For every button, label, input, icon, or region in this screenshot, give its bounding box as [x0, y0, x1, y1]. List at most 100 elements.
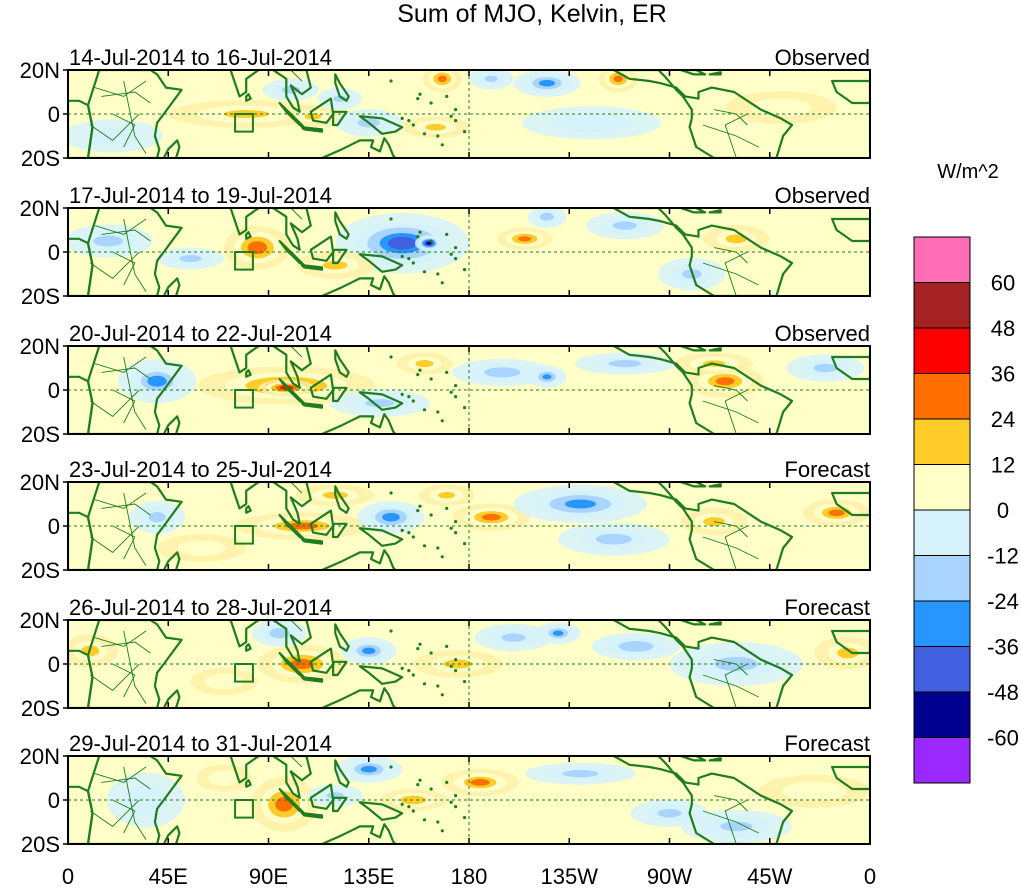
- coastline: [162, 689, 181, 708]
- island: [462, 130, 467, 134]
- panel-field: [68, 70, 870, 158]
- coastline: [300, 126, 324, 133]
- island: [422, 270, 427, 274]
- panel-kind: Observed: [775, 183, 870, 208]
- panel-4: 20N 0 20S 23-Jul-2014 to 25-Jul-2014 Forecas…: [20, 457, 871, 583]
- anomaly-band: [542, 374, 552, 380]
- country-border: [90, 799, 140, 827]
- positive-anomaly: [157, 534, 247, 562]
- coastline: [612, 482, 794, 570]
- island: [389, 629, 393, 633]
- anomaly-band: [828, 509, 845, 517]
- island: [418, 504, 422, 508]
- coastline: [229, 620, 261, 648]
- island: [389, 765, 393, 769]
- x-tick-label: 0: [62, 864, 74, 889]
- positive-anomaly: [814, 636, 870, 670]
- country-border: [123, 766, 147, 840]
- country-border: [101, 641, 151, 654]
- island: [436, 410, 440, 414]
- coastline: [309, 509, 335, 536]
- colorbar-label: -36: [987, 635, 1019, 660]
- negative-anomaly: [513, 484, 648, 524]
- country-border: [702, 124, 759, 148]
- coastline: [245, 93, 252, 102]
- coastline: [278, 651, 306, 679]
- country-border: [90, 251, 140, 279]
- coastline: [278, 101, 306, 129]
- island: [445, 94, 449, 98]
- island: [454, 805, 458, 809]
- coastline: [162, 139, 181, 158]
- coastline: [271, 756, 312, 799]
- panel-period: 26-Jul-2014 to 28-Jul-2014: [69, 595, 332, 620]
- y-tick-label: 0: [48, 378, 60, 403]
- island: [422, 132, 427, 136]
- coastline: [300, 812, 324, 819]
- coastline: [229, 482, 261, 510]
- island: [454, 669, 458, 673]
- island: [440, 693, 444, 697]
- positive-anomaly: [441, 768, 520, 797]
- island: [449, 800, 453, 804]
- negative-anomaly: [317, 87, 363, 110]
- island: [429, 101, 433, 105]
- island: [411, 809, 415, 813]
- panel-field: [68, 208, 870, 296]
- country-border: [112, 799, 136, 834]
- anomaly-band: [382, 512, 400, 522]
- colorbar-swatch: [913, 282, 971, 329]
- y-tick-label: 20S: [21, 284, 60, 309]
- positive-anomaly: [379, 789, 447, 811]
- negative-anomaly: [574, 352, 676, 375]
- anomaly-band: [362, 647, 376, 655]
- island: [422, 818, 427, 822]
- country-border: [112, 663, 136, 698]
- negative-anomaly: [527, 208, 567, 228]
- coastline: [358, 801, 404, 821]
- coastline: [332, 110, 348, 127]
- coastline: [86, 482, 183, 570]
- y-tick-label: 20N: [20, 608, 60, 633]
- island: [411, 123, 415, 127]
- y-tick-label: 0: [48, 514, 60, 539]
- panel-kind: Observed: [775, 321, 870, 346]
- island: [418, 368, 422, 372]
- coastline: [358, 665, 404, 685]
- colorbar: W/m^2 60 48 36 24 12 0 -12 -24 -36 -48 -60: [913, 161, 1019, 784]
- panel-kind: Forecast: [784, 457, 870, 482]
- island: [418, 230, 422, 234]
- y-tick-label: 20N: [20, 196, 60, 221]
- island: [454, 108, 458, 112]
- country-border: [702, 536, 759, 560]
- island: [389, 79, 393, 83]
- country-border: [290, 756, 303, 768]
- colorbar-swatch: [913, 509, 971, 556]
- coastline: [271, 482, 312, 525]
- coastline: [679, 346, 707, 352]
- anomaly-band: [323, 260, 348, 270]
- negative-anomaly: [469, 70, 514, 90]
- coastline: [300, 538, 324, 545]
- island: [416, 235, 420, 239]
- anomaly-band: [333, 95, 347, 102]
- island: [454, 395, 458, 399]
- coastline: [830, 629, 870, 655]
- island: [454, 119, 458, 123]
- country-border: [290, 70, 303, 82]
- island: [407, 669, 411, 673]
- island: [389, 355, 393, 359]
- country-border: [94, 630, 147, 647]
- island: [445, 644, 449, 649]
- y-tick-label: 20N: [20, 744, 60, 769]
- coastline: [830, 765, 870, 791]
- anomaly-band: [148, 512, 166, 523]
- anomaly-band: [720, 821, 753, 832]
- colorbar-swatch: [913, 373, 971, 420]
- island: [400, 802, 404, 807]
- country-border: [101, 229, 151, 242]
- panel-kind: Forecast: [784, 731, 870, 756]
- island: [454, 384, 458, 388]
- country-border: [101, 91, 151, 104]
- island: [416, 509, 420, 513]
